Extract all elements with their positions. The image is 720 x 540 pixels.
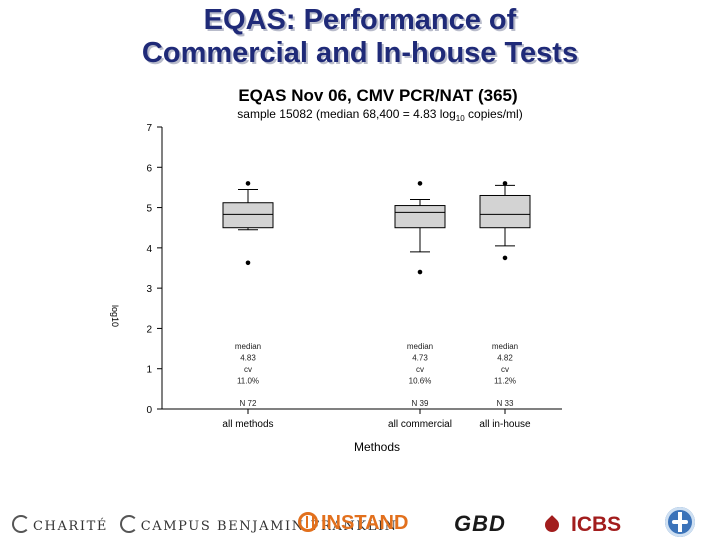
box-iqr [222,202,274,229]
icbs-text: ICBS [571,513,622,536]
slide-title-line-2: Commercial and In-house Tests [141,37,579,69]
stat-label: 4.73 [412,354,428,363]
y-axis-ticks: 0 1 2 3 4 5 6 7 [146,123,162,416]
gbd-logo: GBD [454,511,506,536]
footer-logos: CHARITÉ CAMPUS BENJAMIN FRANKLIN INSTAND… [0,505,720,540]
charite-c-icon [12,515,30,533]
campus-c-letter: C [140,519,153,534]
box-series: median 4.83 cv 11.0% N 72 median 4.73 cv 10.6% N … [222,181,531,408]
box-plot-chart: EQAS Nov 06, CMV PCR/NAT (365) sample 15… [110,86,562,454]
x-tick-label: all methods [222,419,273,430]
stat-label: median [407,342,433,351]
outlier-point [502,181,508,186]
who-emblem-icon [665,507,695,537]
slide-title-line-1: EQAS: Performance of [203,4,517,36]
box-group: median 4.73 cv 10.6% N 39 [394,181,446,408]
stat-label: median [492,342,518,351]
campus-text: AMPUS BENJAMIN FRANKLIN [152,519,398,534]
stat-label: 10.6% [409,377,432,386]
n-label: N 33 [497,399,514,408]
y-tick-label: 3 [146,284,152,295]
icbs-logo: ICBS [542,513,622,537]
box-group: median 4.83 cv 11.0% N 72 [222,181,274,408]
box-iqr [394,205,446,229]
chart-subtitle: sample 15082 (median 68,400 = 4.83 log10… [237,107,522,123]
stat-label: 4.82 [497,354,513,363]
instand-text: INSTAND [321,512,409,534]
box-group: median 4.82 cv 11.2% N 33 [479,181,531,408]
campus-c-icon [119,515,138,533]
y-tick-label: 2 [146,324,152,335]
x-axis-label: Methods [354,440,400,454]
stat-label: 11.2% [494,377,516,386]
stat-label: cv [244,365,252,374]
outlier-point [502,255,508,261]
chart-subtitle-main: sample 15082 (median 68,400 = 4.83 log [237,107,456,121]
y-tick-label: 4 [146,244,152,255]
outlier-point [245,181,251,186]
x-tick-label: all in-house [479,419,531,430]
charite-text: HARITÉ [44,519,108,534]
y-tick-label: 0 [146,405,152,416]
y-tick-label: 1 [146,365,152,376]
charite-c-letter: C [33,519,45,534]
chart-subtitle-end: copies/ml) [465,107,523,121]
plot-area: 0 1 2 3 4 5 6 7 all methods all commercial all in… [146,123,562,430]
blood-drop-icon [542,515,562,535]
n-label: N 39 [412,399,429,408]
y-tick-label: 7 [146,123,152,134]
chart-subtitle-subscript: 10 [456,114,465,123]
n-label: N 72 [240,399,257,408]
stat-label: 11.0% [237,377,259,386]
y-tick-label: 6 [146,163,152,174]
x-axis-ticks: all methods all commercial all in-house [222,409,531,430]
chart-title: EQAS Nov 06, CMV PCR/NAT (365) [238,86,517,105]
stat-label: cv [416,365,424,374]
outlier-point [417,181,423,186]
slide-title: EQAS: Performance of Commercial and In-h… [0,4,720,70]
stat-label: median [235,342,261,351]
box-iqr [479,194,531,229]
stat-label: 4.83 [240,354,256,363]
instand-logo: INSTAND [298,512,408,535]
instand-icon [298,512,318,532]
y-tick-label: 5 [146,204,152,215]
y-axis-label: log10 [110,305,120,327]
stat-label: cv [501,365,509,374]
charite-campus-logo: CHARITÉ CAMPUS BENJAMIN FRANKLIN [12,515,398,534]
outlier-point [245,260,251,266]
outlier-point [417,269,423,275]
x-tick-label: all commercial [388,419,452,430]
